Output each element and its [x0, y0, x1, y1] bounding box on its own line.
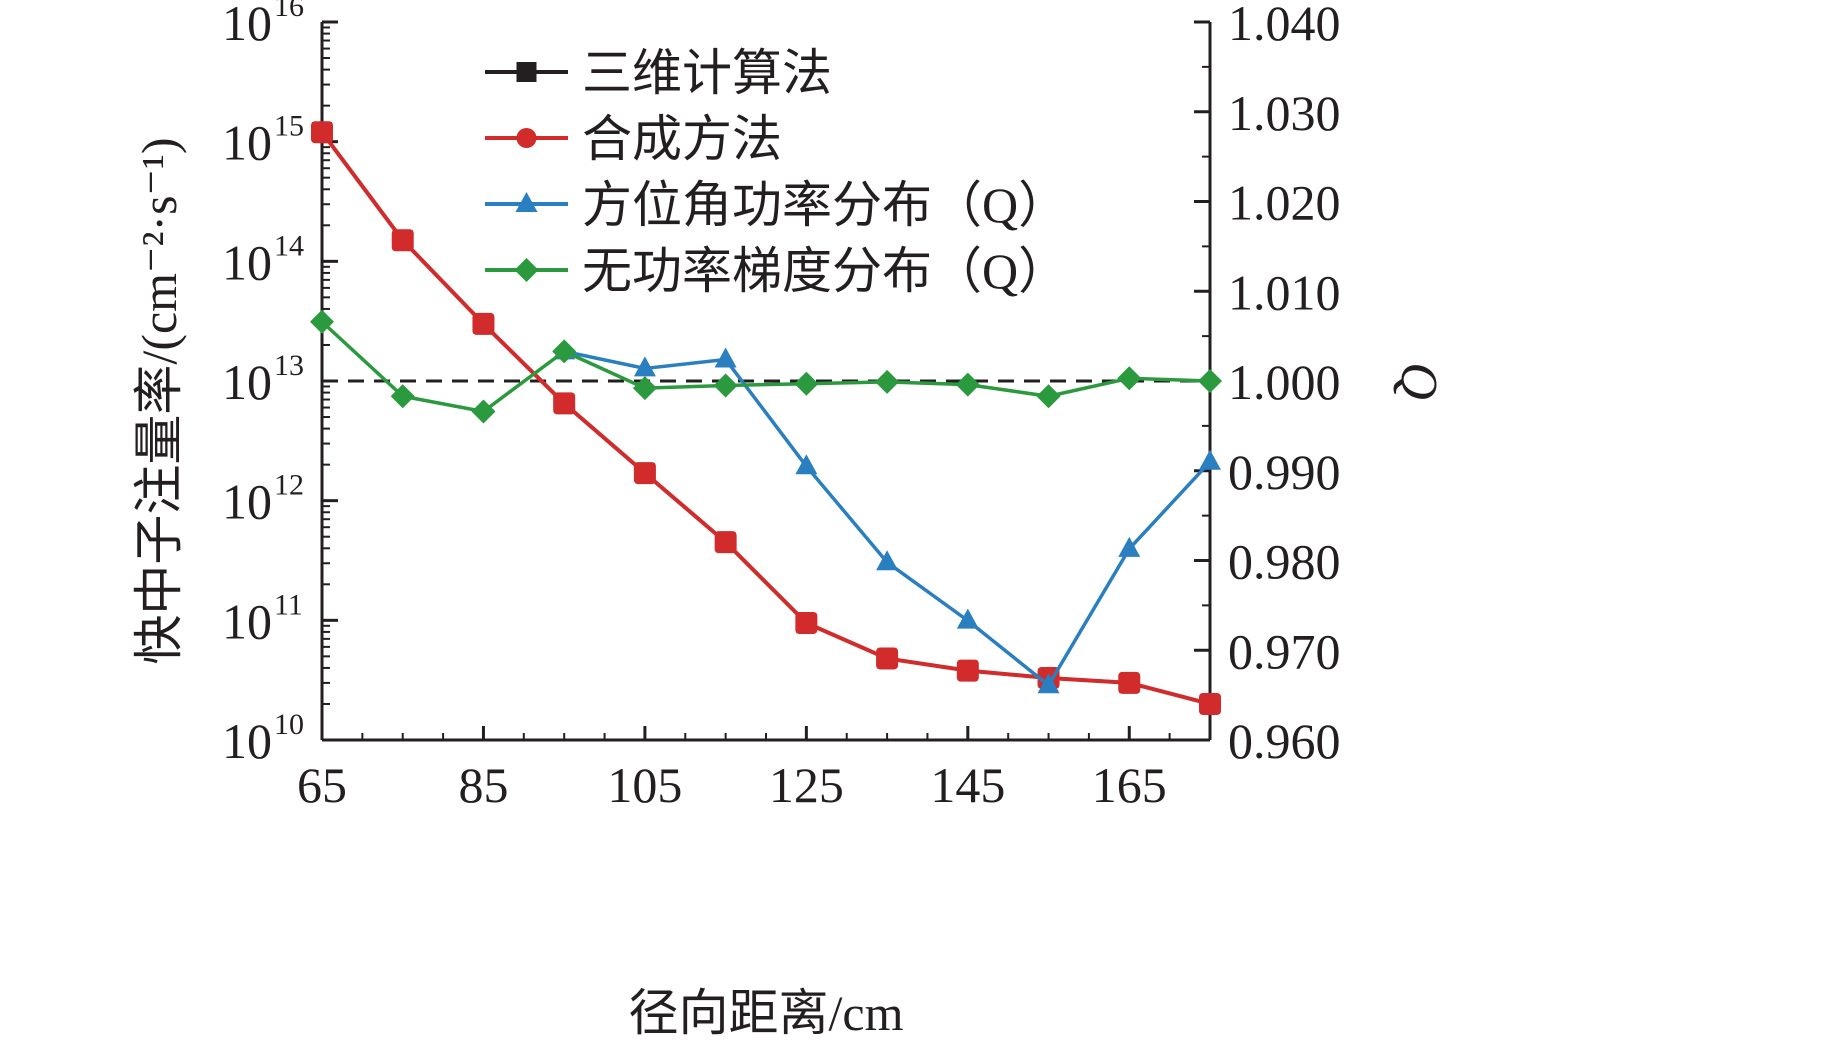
left-y-tick-exponent: 13: [274, 349, 304, 382]
x-axis-label: 径向距离/cm: [629, 985, 904, 1041]
x-tick-label: 85: [458, 757, 508, 813]
left-y-tick-exponent: 10: [274, 708, 304, 741]
series-point: [713, 373, 738, 398]
series-point: [310, 309, 334, 334]
series-point: [1198, 369, 1222, 393]
series-point: [1117, 366, 1142, 391]
series-point: [633, 462, 656, 485]
legend-label: 三维计算法: [582, 45, 832, 101]
left-y-tick-label: 10: [222, 234, 272, 290]
series-line: [563, 349, 1212, 688]
series-point: [714, 347, 737, 368]
series-point: [794, 371, 819, 396]
left-y-axis-label: 快中子注量率/(cm⁻²·s⁻¹): [131, 137, 187, 664]
series-point: [1118, 671, 1141, 694]
legend-marker: [516, 62, 537, 82]
x-tick-label: 105: [607, 757, 682, 813]
legend-entry: 方位角功率分布（Q）: [485, 177, 1068, 233]
series-line: [320, 320, 1211, 414]
series-point: [876, 647, 899, 670]
legend-label: 合成方法: [582, 111, 782, 167]
series-point: [956, 608, 979, 629]
x-tick-label: 125: [769, 757, 844, 813]
series-point: [1037, 673, 1060, 694]
right-y-axis-label: Q: [1390, 362, 1447, 400]
right-y-tick-label: 0.960: [1228, 713, 1341, 769]
left-y-tick-label: 10: [222, 354, 272, 410]
series-point: [633, 356, 656, 377]
legend-entry: 三维计算法: [485, 45, 832, 101]
series-point: [955, 372, 980, 397]
series-point: [1118, 536, 1141, 557]
series-point: [552, 339, 577, 364]
series-point: [311, 121, 333, 144]
series-point: [471, 399, 496, 424]
x-tick-label: 65: [297, 757, 347, 813]
left-y-tick-label: 10: [222, 0, 272, 51]
legend-marker: [516, 128, 537, 148]
left-y-tick-exponent: 15: [274, 110, 304, 143]
right-y-tick-label: 1.030: [1228, 85, 1341, 141]
series-point: [632, 376, 657, 401]
legend-label: 无功率梯度分布（Q）: [582, 243, 1068, 299]
right-y-tick-label: 1.000: [1228, 354, 1341, 410]
series-point: [956, 659, 979, 682]
left-y-tick-exponent: 12: [274, 469, 304, 502]
series-4: [310, 309, 1222, 424]
series-point: [1199, 449, 1221, 470]
series-point: [1036, 384, 1061, 409]
series-line: [320, 130, 1211, 706]
left-y-tick-label: 10: [222, 474, 272, 530]
series-point: [553, 392, 576, 415]
left-y-tick-label: 10: [222, 115, 272, 171]
left-y-tick-exponent: 16: [274, 0, 304, 23]
series-point: [714, 531, 737, 554]
legend-marker: [514, 258, 539, 282]
series-point: [875, 369, 900, 394]
series-point: [795, 454, 818, 475]
legend-entry: 无功率梯度分布（Q）: [485, 243, 1068, 299]
legend-entry: 合成方法: [485, 111, 782, 167]
left-y-tick-exponent: 11: [274, 588, 303, 621]
left-y-tick-label: 10: [222, 593, 272, 649]
series-point: [391, 229, 414, 252]
series-point: [795, 611, 818, 634]
series-layer: [310, 121, 1222, 715]
left-y-tick-exponent: 14: [274, 229, 304, 262]
right-y-tick-label: 1.020: [1228, 175, 1341, 231]
series-point: [472, 312, 495, 335]
right-y-tick-label: 1.010: [1228, 264, 1341, 320]
legend-marker: [515, 192, 538, 212]
series-point: [876, 550, 899, 571]
x-tick-label: 165: [1092, 757, 1167, 813]
series-point: [1199, 692, 1221, 715]
right-y-tick-label: 0.970: [1228, 623, 1341, 679]
left-y-tick-label: 10: [222, 713, 272, 769]
x-tick-label: 145: [930, 757, 1005, 813]
legend-label: 方位角功率分布（Q）: [582, 177, 1068, 233]
right-y-tick-label: 0.990: [1228, 444, 1341, 500]
series-point: [390, 384, 415, 409]
right-y-tick-label: 0.980: [1228, 534, 1341, 590]
right-y-tick-label: 1.040: [1228, 0, 1341, 51]
